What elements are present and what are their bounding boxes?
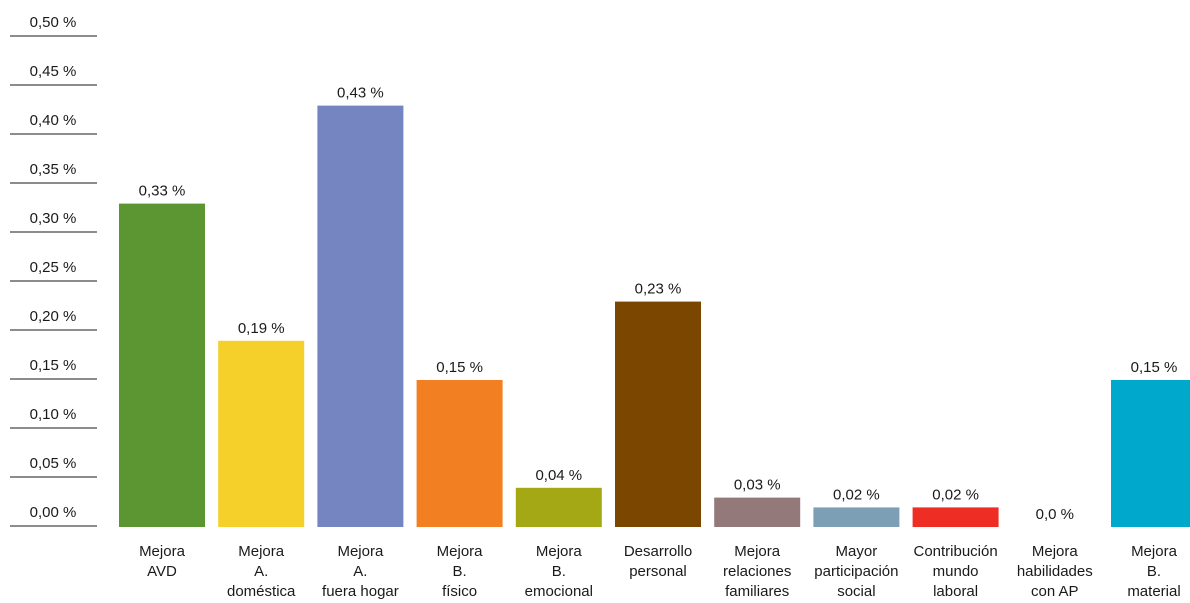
data-label: 0,23 % (635, 281, 682, 298)
category-label-line: A. (353, 563, 367, 580)
category-label: Mejora habilidades con AP (1017, 543, 1093, 600)
category-label-line: Mejora (337, 543, 384, 560)
y-tick-label: 0,15 % (30, 357, 77, 374)
category-label-line: Mejora (1131, 543, 1178, 560)
data-label: 0,02 % (833, 486, 880, 503)
category-label-line: habilidades (1017, 563, 1093, 580)
bar (416, 380, 503, 527)
category-label-line: Mejora (139, 543, 186, 560)
y-tick-label: 0,30 % (30, 210, 77, 227)
y-tick-label: 0,35 % (30, 161, 77, 178)
category-label-line: con AP (1031, 583, 1079, 600)
data-label: 0,0 % (1036, 506, 1074, 523)
category-label-line: Mayor (836, 543, 878, 560)
bar (317, 105, 404, 527)
category-label-line: social (837, 583, 875, 600)
category-label-line: personal (629, 563, 687, 580)
category-label-line: Mejora (734, 543, 781, 560)
data-label: 0,15 % (436, 359, 483, 376)
data-label: 0,43 % (337, 85, 384, 102)
category-label: Mayor participación social (814, 543, 898, 600)
y-tick-label: 0,25 % (30, 259, 77, 276)
category-label: Desarrollo personal (624, 543, 692, 580)
category-label-line: Desarrollo (624, 543, 692, 560)
category-label-line: material (1127, 583, 1180, 600)
category-label-line: físico (442, 583, 477, 600)
category-label-line: A. (254, 563, 268, 580)
y-tick-label: 0,50 % (30, 14, 77, 31)
y-tick-label: 0,05 % (30, 455, 77, 472)
category-label-line: B. (453, 563, 467, 580)
category-label: Mejora A. doméstica (227, 543, 296, 600)
bar (813, 507, 900, 527)
category-label: Contribución mundo laboral (913, 543, 997, 600)
bar (1111, 380, 1190, 527)
y-tick-label: 0,20 % (30, 308, 77, 325)
data-label: 0,33 % (139, 183, 186, 200)
category-labels: Mejora AVD Mejora A. doméstica Mejora A. fuera … (139, 543, 1181, 600)
y-tick-label: 0,40 % (30, 112, 77, 129)
bar (515, 487, 602, 527)
bar (218, 340, 305, 527)
y-tick-label: 0,00 % (30, 504, 77, 521)
category-label: Mejora B. físico (437, 543, 484, 600)
bar (119, 203, 205, 527)
data-label: 0,04 % (535, 467, 582, 484)
data-label: 0,19 % (238, 320, 285, 337)
y-axis: 0,00 % 0,05 % 0,10 % 0,15 % 0,20 % 0,25 % 0,30… (10, 14, 97, 527)
category-label-line: Mejora (536, 543, 583, 560)
category-label-line: Mejora (238, 543, 285, 560)
category-label-line: AVD (147, 563, 177, 580)
category-label-line: B. (552, 563, 566, 580)
category-label-line: Contribución (913, 543, 997, 560)
data-labels: 0,33 % 0,19 % 0,43 % 0,15 % 0,04 % 0,23 % 0,03… (139, 85, 1178, 523)
data-label: 0,03 % (734, 477, 781, 494)
bar (714, 497, 801, 527)
y-tick-label: 0,10 % (30, 406, 77, 423)
category-label-line: Mejora (1032, 543, 1079, 560)
category-label-line: emocional (525, 583, 593, 600)
category-label-line: mundo (933, 563, 979, 580)
category-label-line: relaciones (723, 563, 791, 580)
category-label: Mejora B. emocional (525, 543, 593, 600)
category-label-line: Mejora (437, 543, 484, 560)
bar (912, 507, 999, 527)
category-label: Mejora B. material (1127, 543, 1180, 600)
category-label-line: familiares (725, 583, 789, 600)
category-label-line: B. (1147, 563, 1161, 580)
category-label: Mejora AVD (139, 543, 186, 580)
data-label: 0,15 % (1131, 359, 1178, 376)
category-label: Mejora A. fuera hogar (322, 543, 399, 600)
data-label: 0,02 % (932, 486, 979, 503)
category-label-line: laboral (933, 583, 978, 600)
category-label-line: doméstica (227, 583, 296, 600)
category-label-line: fuera hogar (322, 583, 399, 600)
bar (615, 301, 701, 527)
category-label: Mejora relaciones familiares (723, 543, 791, 600)
bars (119, 105, 1190, 527)
y-tick-label: 0,45 % (30, 63, 77, 80)
category-label-line: participación (814, 563, 898, 580)
